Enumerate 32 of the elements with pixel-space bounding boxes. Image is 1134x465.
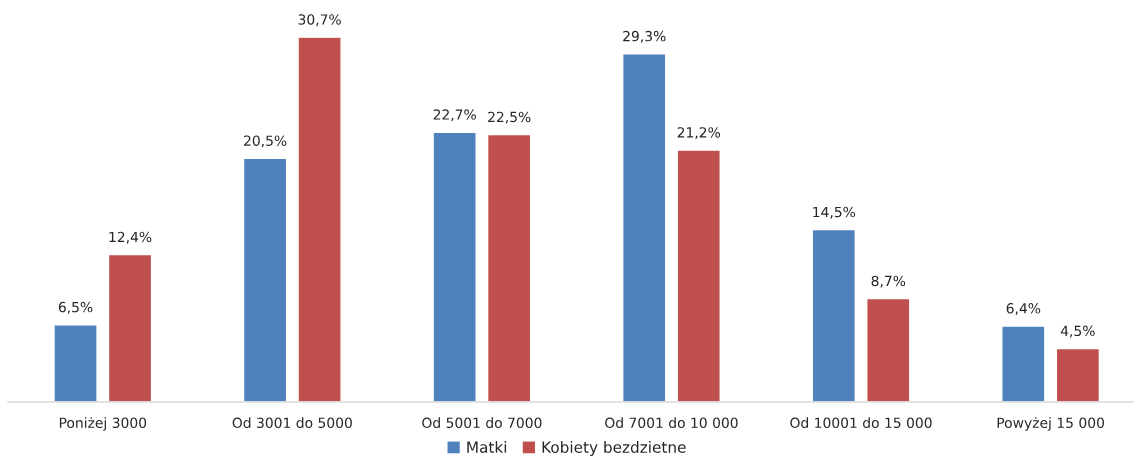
bar [53, 324, 98, 402]
x-tick-label: Od 3001 do 5000 [232, 417, 352, 429]
data-label: 4,5% [1060, 325, 1095, 338]
bar [432, 131, 477, 402]
data-label: 22,5% [488, 111, 531, 124]
data-label: 6,5% [58, 301, 93, 314]
legend-label: Matki [467, 441, 507, 453]
data-label: 8,7% [871, 275, 906, 288]
bar [676, 149, 721, 402]
bar [811, 228, 857, 402]
x-tick-label: Powyżej 15 000 [997, 417, 1104, 431]
data-label: 21,2% [677, 127, 721, 140]
x-tick-label: Od 5001 do 7000 [422, 417, 542, 429]
bar [866, 297, 911, 402]
data-label: 12,4% [109, 231, 152, 244]
data-label: 14,5% [813, 206, 856, 219]
data-label: 22,7% [433, 109, 476, 122]
data-label: 29,3% [623, 30, 666, 43]
data-label: 6,4% [1006, 303, 1041, 315]
bar [107, 253, 153, 402]
data-label: 30,7% [298, 14, 341, 27]
x-tick-label: Poniżej 3000 [59, 417, 147, 431]
bar [1055, 347, 1101, 402]
legend-label: Kobiety bezdzietne [542, 441, 686, 456]
bar [621, 53, 667, 402]
data-label: 20,5% [244, 135, 287, 148]
bar [242, 157, 288, 402]
bar [297, 36, 342, 402]
bar [486, 133, 532, 402]
x-tick-label: Od 10001 do 15 000 [790, 417, 932, 429]
bar [1001, 325, 1046, 402]
x-tick-label: Od 7001 do 10 000 [605, 417, 738, 429]
